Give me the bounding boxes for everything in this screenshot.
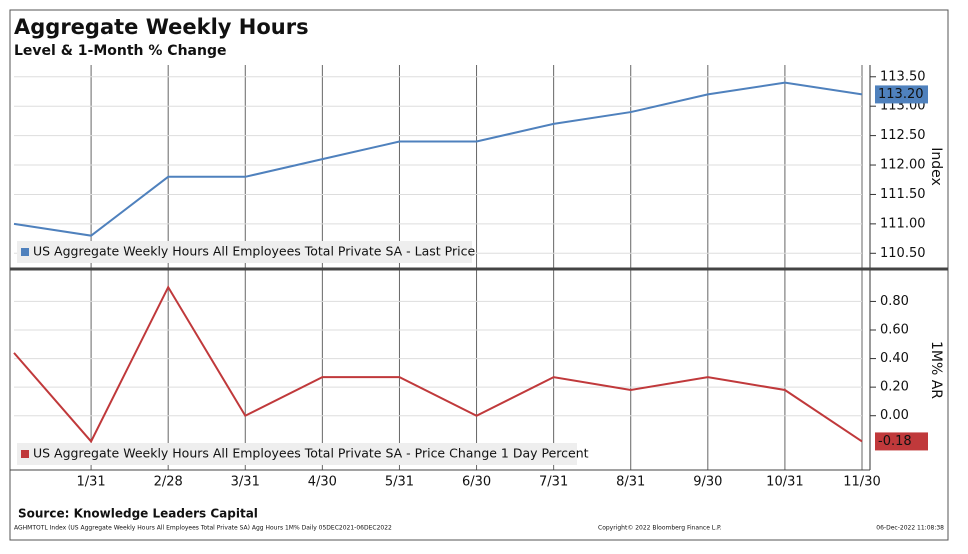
- y-tick-label: 0.60: [880, 323, 909, 338]
- y-tick-label: 113.50: [880, 69, 926, 84]
- legend-swatch: [21, 248, 29, 256]
- chart-title: Aggregate Weekly Hours: [14, 15, 309, 39]
- y-axis-label: Index: [928, 147, 944, 186]
- y-tick-label: 111.00: [880, 216, 926, 231]
- x-tick-label: 11/30: [843, 475, 880, 490]
- y-tick-label: 111.50: [880, 187, 926, 202]
- x-tick-label: 6/30: [462, 475, 491, 490]
- legend-box: [17, 241, 472, 263]
- x-tick-label: 10/31: [766, 475, 803, 490]
- x-tick-label: 9/30: [693, 475, 722, 490]
- x-tick-label: 7/31: [539, 475, 568, 490]
- legend-label: US Aggregate Weekly Hours All Employees …: [33, 446, 589, 461]
- footer-left: AGHMTOTL Index (US Aggregate Weekly Hour…: [14, 525, 392, 532]
- y-tick-label: 0.00: [880, 408, 909, 423]
- y-tick-label: 112.00: [880, 158, 926, 173]
- x-tick-label: 2/28: [154, 475, 183, 490]
- last-value-box: [875, 85, 928, 104]
- y-tick-label: 110.50: [880, 246, 926, 261]
- legend-label: US Aggregate Weekly Hours All Employees …: [33, 244, 475, 259]
- y-tick-label: 0.20: [880, 380, 909, 395]
- last-value-label: 113.20: [878, 87, 924, 102]
- source: Source: Knowledge Leaders Capital: [18, 507, 258, 521]
- footer-center: Copyright© 2022 Bloomberg Finance L.P.: [598, 525, 722, 532]
- y-tick-label: 112.50: [880, 128, 926, 143]
- last-value-label: -0.18: [878, 434, 912, 449]
- y-tick-label: 0.40: [880, 351, 909, 366]
- line-series: [13, 285, 863, 444]
- chart-subtitle: Level & 1-Month % Change: [14, 43, 226, 59]
- x-tick-label: 4/30: [308, 475, 337, 490]
- last-value-box: [875, 432, 928, 451]
- x-tick-label: 1/31: [76, 475, 105, 490]
- x-tick-label: 8/31: [616, 475, 645, 490]
- y-tick-label: 0.80: [880, 294, 909, 309]
- x-tick-label: 3/31: [231, 475, 260, 490]
- legend-box: [17, 443, 577, 465]
- legend-swatch: [21, 450, 29, 458]
- x-tick-label: 5/31: [385, 475, 414, 490]
- line-series: [13, 81, 863, 237]
- footer-right: 06-Dec-2022 11:08:38: [876, 525, 944, 532]
- y-axis-label: 1M% AR: [928, 341, 944, 399]
